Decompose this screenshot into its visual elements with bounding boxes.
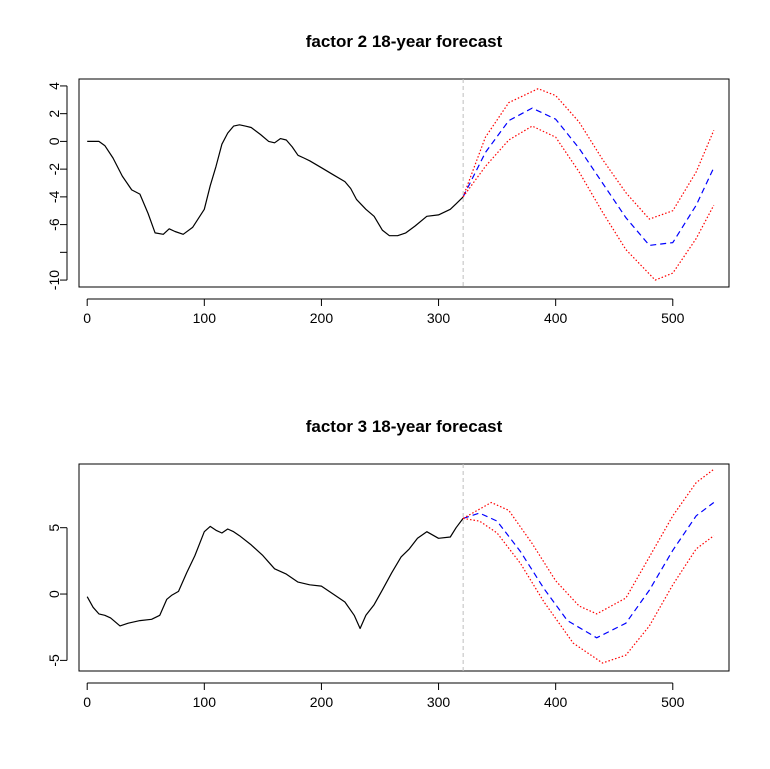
chart-title: factor 3 18-year forecast <box>306 417 503 436</box>
y-tick-label: -2 <box>46 163 62 176</box>
y-tick-label: -4 <box>46 190 62 203</box>
factor-3-chart-panel: factor 3 18-year forecast 0 100 200 300 400 5… <box>46 417 730 710</box>
x-tick-label: 100 <box>193 310 217 326</box>
y-tick-label: -6 <box>46 218 62 231</box>
x-tick-label: 200 <box>310 694 334 710</box>
plot-frame <box>78 78 730 288</box>
x-tick-label: 300 <box>427 694 451 710</box>
x-tick-label: 300 <box>427 310 451 326</box>
x-tick-label: 400 <box>544 694 568 710</box>
x-tick-label: 200 <box>310 310 334 326</box>
y-tick-label: 5 <box>46 524 62 532</box>
x-tick-label: 0 <box>83 310 91 326</box>
y-tick-label: 0 <box>46 590 62 598</box>
y-tick-label: -10 <box>46 270 62 290</box>
history-line <box>87 124 464 237</box>
x-tick-label: 400 <box>544 310 568 326</box>
factor-2-chart-panel: factor 2 18-year forecast 0 100 200 300 400 5… <box>46 32 730 326</box>
plot-frame <box>78 463 730 672</box>
y-tick-label: -5 <box>46 654 62 667</box>
forecast-line <box>462 107 715 246</box>
x-tick-label: 500 <box>661 310 685 326</box>
x-tick-label: 100 <box>193 694 217 710</box>
y-tick-label: 0 <box>46 137 62 145</box>
forecast-line <box>462 502 715 639</box>
upper-bound-line <box>462 468 715 615</box>
x-tick-label: 500 <box>661 694 685 710</box>
upper-bound-line <box>462 88 715 220</box>
history-line <box>86 518 464 630</box>
lower-bound-line <box>462 125 715 281</box>
y-tick-label: 4 <box>46 82 62 90</box>
chart-title: factor 2 18-year forecast <box>306 32 503 51</box>
lower-bound-line <box>463 517 715 664</box>
y-tick-label: 2 <box>46 110 62 118</box>
x-tick-label: 0 <box>83 694 91 710</box>
